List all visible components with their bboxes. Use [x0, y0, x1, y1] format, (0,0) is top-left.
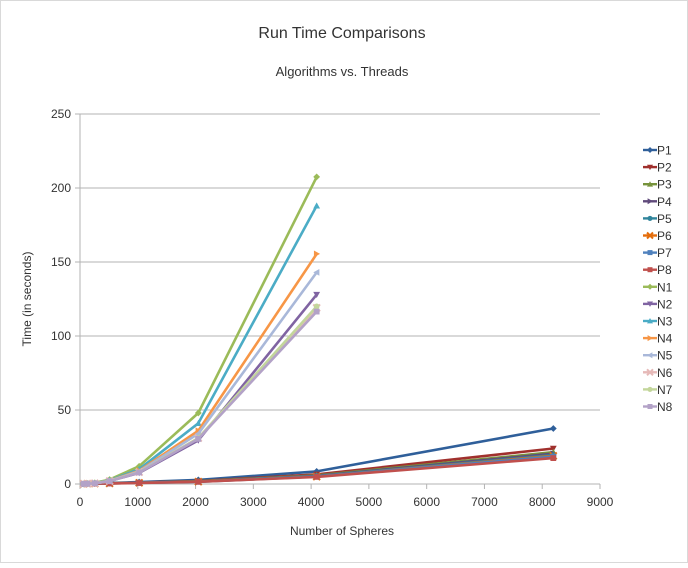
legend-label: P1 [657, 144, 672, 158]
data-point [647, 283, 653, 290]
data-point [195, 435, 202, 442]
legend-label: N6 [657, 366, 673, 380]
legend-item: P6 [643, 229, 672, 243]
data-point [136, 469, 143, 476]
data-point [80, 480, 87, 487]
legend-item: P4 [643, 195, 672, 209]
legend-item: N3 [643, 315, 673, 329]
data-point [647, 267, 653, 273]
series-n8 [80, 308, 320, 487]
legend: P1 P2 P3 P4 P5 P6 P7 P8 N1 N2 N3 N4 N5 N6 N7 N8 [643, 144, 673, 414]
x-tick-label: 3000 [240, 495, 267, 509]
data-point [647, 215, 653, 221]
legend-label: N5 [657, 349, 673, 363]
x-tick-label: 7000 [471, 495, 498, 509]
legend-item: N2 [643, 297, 673, 311]
data-point [646, 231, 654, 240]
data-point [647, 335, 653, 342]
data-point [313, 250, 321, 258]
chart-subtitle: Algorithms vs. Threads [276, 64, 409, 79]
legend-label: N3 [657, 315, 673, 329]
legend-label: P8 [657, 263, 672, 277]
legend-item: N8 [643, 400, 673, 414]
data-point [313, 303, 320, 310]
legend-item: N6 [643, 366, 673, 380]
legend-item: N4 [643, 332, 673, 346]
data-point [91, 480, 98, 487]
y-axis-label: Time (in seconds) [20, 252, 34, 347]
data-point [106, 478, 113, 485]
legend-label: N2 [657, 297, 673, 311]
data-point [313, 291, 321, 298]
data-point [195, 478, 202, 485]
data-point [647, 181, 653, 187]
legend-label: P7 [657, 246, 672, 260]
series [79, 173, 558, 488]
legend-label: N4 [657, 332, 673, 346]
legend-item: P8 [643, 263, 672, 277]
y-tick-label: 200 [51, 181, 71, 195]
x-tick-label: 8000 [529, 495, 556, 509]
legend-label: P3 [657, 178, 672, 192]
data-point [647, 250, 653, 256]
legend-label: N1 [657, 280, 673, 294]
legend-item: N1 [643, 280, 673, 294]
data-point [194, 419, 202, 427]
legend-label: P4 [657, 195, 672, 209]
y-tick-label: 150 [51, 255, 71, 269]
data-point [646, 368, 654, 377]
x-axis-label: Number of Spheres [290, 524, 394, 538]
x-tick-label: 9000 [587, 495, 614, 509]
data-point [647, 147, 653, 153]
legend-label: N8 [657, 400, 673, 414]
legend-item: P7 [643, 246, 672, 260]
legend-item: P1 [643, 144, 672, 158]
x-tick-label: 2000 [182, 495, 209, 509]
legend-item: N7 [643, 383, 673, 397]
x-tick-label: 1000 [124, 495, 151, 509]
data-point [313, 473, 320, 480]
data-point [313, 173, 321, 181]
x-tick-label: 4000 [298, 495, 325, 509]
legend-label: P6 [657, 229, 672, 243]
x-tick-label: 6000 [413, 495, 440, 509]
data-point [647, 318, 653, 324]
legend-label: N7 [657, 383, 673, 397]
data-point [647, 386, 653, 392]
y-tick-label: 250 [51, 107, 71, 121]
data-point [313, 268, 320, 276]
legend-item: N5 [643, 349, 673, 363]
data-point [647, 404, 653, 409]
data-point [647, 301, 653, 307]
chart-title: Run Time Comparisons [258, 25, 425, 42]
legend-item: P3 [643, 178, 672, 192]
data-point [195, 427, 202, 435]
y-tick-label: 100 [51, 329, 71, 343]
data-point [136, 480, 143, 486]
data-point [550, 455, 557, 461]
y-tick-label: 0 [64, 477, 71, 491]
legend-item: P2 [643, 161, 672, 175]
axes: 0 50 100 150 200 250 0 1000 2000 3000 4000 5000 6000… [51, 107, 614, 509]
y-tick-label: 50 [58, 403, 72, 417]
data-point [647, 198, 653, 205]
data-point [84, 480, 91, 487]
legend-item: P5 [643, 212, 672, 226]
legend-label: P2 [657, 161, 672, 175]
data-point [647, 352, 653, 359]
legend-label: P5 [657, 212, 672, 226]
data-point [647, 164, 653, 171]
x-tick-label: 5000 [356, 495, 383, 509]
data-point [549, 425, 557, 432]
x-tick-label: 0 [77, 495, 84, 509]
data-point [194, 409, 202, 417]
data-point [313, 202, 321, 209]
data-point [313, 308, 320, 315]
